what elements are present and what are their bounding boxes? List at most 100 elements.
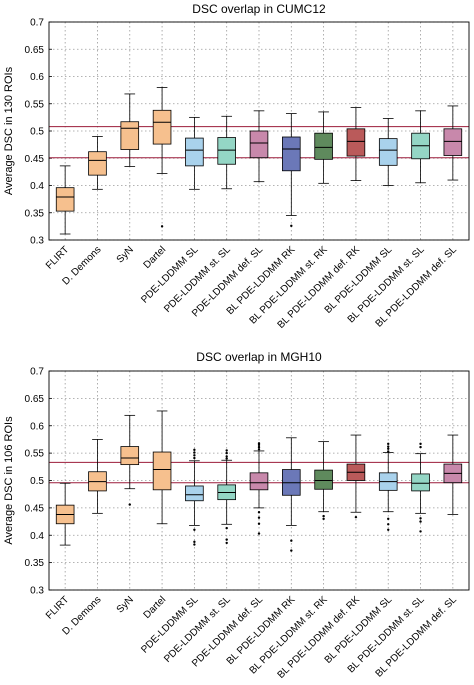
x-category-label: SyN bbox=[115, 244, 136, 265]
outlier-point bbox=[387, 442, 390, 446]
outlier-point bbox=[290, 539, 293, 542]
outlier-point bbox=[257, 448, 261, 451]
y-tick-label: 0.45 bbox=[25, 503, 45, 514]
y-tick-label: 0.65 bbox=[25, 45, 45, 56]
box-iqr bbox=[411, 473, 430, 492]
outlier-point bbox=[225, 526, 228, 530]
y-tick-label: 0.3 bbox=[30, 586, 44, 597]
outlier-point bbox=[225, 538, 228, 541]
box-bl-pde-lddmm-def-sl bbox=[443, 434, 463, 515]
y-tick-label: 0.4 bbox=[30, 181, 44, 192]
box-bl-pde-lddmm-def-rk bbox=[346, 434, 366, 519]
box-bl-pde-lddmm-st-rk bbox=[314, 441, 333, 521]
box-iqr bbox=[185, 485, 204, 502]
outlier-point bbox=[419, 442, 422, 446]
outlier-point bbox=[193, 448, 196, 452]
y-tick-label: 0.6 bbox=[30, 421, 44, 432]
x-category-label: PDE-LDDMM SL bbox=[139, 594, 201, 656]
box-bl-pde-lddmm-sl bbox=[378, 442, 398, 531]
plot-frame bbox=[48, 370, 470, 591]
outlier-point bbox=[257, 532, 261, 535]
outlier-point bbox=[160, 225, 164, 228]
x-category-label: FLIRT bbox=[44, 244, 71, 271]
box-pde-lddmm-st-sl bbox=[217, 449, 236, 545]
outlier-point bbox=[419, 520, 422, 523]
y-tick-label: 0.65 bbox=[25, 394, 45, 405]
outlier-point bbox=[128, 503, 131, 506]
outlier-point bbox=[387, 447, 390, 450]
chart-title: DSC overlap in CUMC12 bbox=[192, 2, 326, 16]
box-iqr bbox=[314, 469, 333, 490]
outlier-point bbox=[257, 442, 261, 445]
outlier-point bbox=[257, 511, 261, 514]
box-iqr bbox=[217, 137, 236, 165]
box-dartel bbox=[152, 410, 172, 525]
box-iqr bbox=[443, 128, 463, 156]
outlier-point bbox=[193, 543, 196, 546]
box-iqr bbox=[120, 446, 140, 466]
box-iqr bbox=[378, 138, 398, 166]
box-pde-lddmm-def-sl bbox=[249, 442, 269, 535]
box-pde-lddmm-st-sl bbox=[217, 115, 236, 190]
box-pde-lddmm-def-sl bbox=[249, 110, 269, 183]
outlier-point bbox=[225, 541, 228, 545]
box-iqr bbox=[346, 128, 366, 157]
outlier-point bbox=[257, 443, 261, 447]
outlier-point bbox=[193, 456, 196, 460]
outlier-point bbox=[387, 528, 390, 531]
box-bl-pde-lddmm-st-sl bbox=[411, 110, 430, 184]
plot-frame bbox=[48, 21, 470, 241]
outlier-point bbox=[290, 549, 293, 552]
y-tick-label: 0.7 bbox=[30, 367, 44, 378]
box-pde-lddmm-sl bbox=[185, 448, 204, 546]
box-d-demons bbox=[88, 136, 107, 190]
outlier-point bbox=[193, 454, 196, 457]
outlier-point bbox=[193, 451, 196, 454]
outlier-point bbox=[387, 450, 390, 453]
x-category-label: Dartel bbox=[142, 594, 169, 621]
outlier-point bbox=[225, 449, 228, 452]
y-tick-label: 0.5 bbox=[30, 476, 44, 487]
y-tick-label: 0.35 bbox=[25, 558, 45, 569]
outlier-point bbox=[225, 455, 228, 458]
y-tick-label: 0.5 bbox=[30, 127, 44, 138]
outlier-point bbox=[419, 530, 422, 533]
outlier-point bbox=[257, 516, 261, 519]
y-axis-label: Average DSC in 106 ROIs bbox=[3, 416, 15, 545]
outlier-point bbox=[225, 457, 228, 460]
box-dartel bbox=[152, 87, 172, 228]
box-iqr bbox=[152, 109, 172, 145]
outlier-point bbox=[387, 445, 390, 448]
box-iqr bbox=[282, 136, 301, 172]
chart-mgh10: DSC overlap in MGH10 Average DSC in 106 R… bbox=[3, 350, 470, 681]
y-axis-label: Average DSC in 130 ROIs bbox=[3, 66, 15, 195]
y-tick-label: 0.55 bbox=[25, 449, 45, 460]
outlier-point bbox=[257, 522, 261, 525]
box-syn bbox=[120, 93, 140, 167]
box-bl-pde-lddmm-st-rk bbox=[314, 111, 333, 184]
box-bl-pde-lddmm-sl bbox=[378, 118, 398, 186]
box-bl-pde-lddmm-rk bbox=[282, 113, 301, 228]
box-bl-pde-lddmm-rk bbox=[282, 437, 301, 552]
box-bl-pde-lddmm-st-sl bbox=[411, 442, 430, 533]
box-iqr bbox=[249, 130, 269, 159]
outlier-point bbox=[387, 517, 390, 521]
y-tick-label: 0.45 bbox=[25, 154, 45, 165]
x-category-label: FLIRT bbox=[44, 594, 71, 621]
x-category-label: PDE-LDDMM SL bbox=[139, 244, 201, 306]
outlier-point bbox=[193, 528, 196, 531]
y-tick-label: 0.7 bbox=[30, 18, 44, 29]
outlier-point bbox=[419, 517, 422, 520]
box-pde-lddmm-sl bbox=[185, 116, 204, 190]
x-category-label: SyN bbox=[115, 594, 136, 615]
box-iqr bbox=[314, 132, 333, 160]
outlier-point bbox=[290, 224, 293, 228]
box-syn bbox=[120, 414, 140, 506]
box-iqr bbox=[88, 151, 107, 176]
outlier-point bbox=[225, 451, 228, 455]
chart-cumc12: DSC overlap in CUMC12 Average DSC in 130 … bbox=[3, 2, 470, 331]
box-iqr bbox=[249, 472, 269, 491]
outlier-point bbox=[419, 445, 422, 449]
box-bl-pde-lddmm-def-sl bbox=[443, 105, 463, 181]
